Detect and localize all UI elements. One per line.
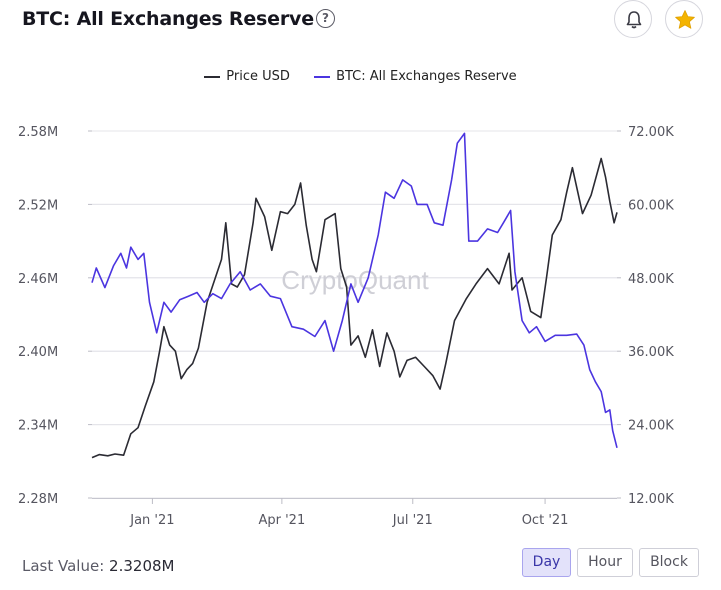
y-right-tick-label: 72.00K: [628, 125, 674, 140]
range-button-day[interactable]: Day: [522, 548, 571, 577]
axis-layer: 2.58M 2.52M 2.46M 2.40M 2.34M 2.28M 72.00K 60.0…: [18, 125, 674, 528]
bell-button[interactable]: [614, 0, 652, 38]
series-line-reserve: [91, 132, 618, 448]
x-tick-label: Jan '21: [129, 513, 174, 528]
series-line-price: [91, 157, 618, 459]
y-left-tick-label: 2.58M: [18, 125, 58, 140]
y-left-tick-label: 2.46M: [18, 272, 58, 287]
page-title: BTC: All Exchanges Reserve: [22, 8, 314, 30]
y-right-tick-label: 60.00K: [628, 198, 674, 213]
last-value-label: Last Value:: [22, 557, 105, 575]
watermark: CryptoQuant: [281, 265, 429, 295]
y-right-tick-label: 12.00K: [628, 492, 674, 507]
x-tick-label: Oct '21: [522, 513, 569, 528]
legend-item-reserve[interactable]: BTC: All Exchanges Reserve: [314, 69, 517, 84]
help-icon[interactable]: ?: [316, 9, 335, 28]
legend-swatch-price: [204, 75, 221, 78]
y-right-tick-label: 24.00K: [628, 419, 674, 434]
star-icon: [675, 10, 695, 29]
y-left-tick-label: 2.52M: [18, 198, 58, 213]
y-left-tick-label: 2.28M: [18, 492, 58, 507]
y-left-tick-label: 2.34M: [18, 419, 58, 434]
star-button[interactable]: [665, 0, 703, 38]
y-right-tick-label: 36.00K: [628, 345, 674, 360]
legend-swatch-reserve: [314, 75, 331, 78]
chart-legend: Price USD BTC: All Exchanges Reserve: [0, 69, 721, 84]
grid-layer: [92, 130, 617, 499]
last-value: Last Value: 2.3208M: [22, 557, 174, 575]
range-button-hour[interactable]: Hour: [577, 548, 633, 577]
y-right-tick-label: 48.00K: [628, 272, 674, 287]
x-tick-label: Jul '21: [392, 513, 433, 528]
bell-icon: [626, 11, 642, 29]
range-button-block[interactable]: Block: [639, 548, 699, 577]
legend-label-reserve: BTC: All Exchanges Reserve: [336, 69, 517, 84]
x-tick-label: Apr '21: [258, 513, 305, 528]
last-value-number: 2.3208M: [109, 557, 175, 575]
y-left-tick-label: 2.40M: [18, 345, 58, 360]
legend-label-price: Price USD: [226, 69, 290, 84]
series-layer: [91, 132, 618, 459]
legend-item-price[interactable]: Price USD: [204, 69, 290, 84]
